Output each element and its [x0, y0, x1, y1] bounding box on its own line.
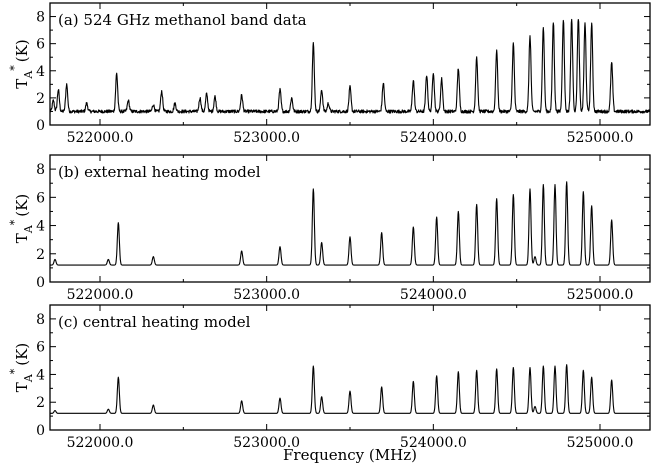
y-tick-label: 4 — [36, 64, 45, 80]
x-tick-label: 523000.0 — [233, 287, 300, 303]
panel-label: (c) central heating model — [58, 313, 251, 331]
panel-label: (a) 524 GHz methanol band data — [58, 11, 307, 29]
x-tick-label: 524000.0 — [400, 130, 467, 146]
panel-label: (b) external heating model — [58, 163, 261, 181]
y-tick-label: 2 — [36, 91, 45, 107]
y-axis-label-sup: * — [8, 65, 21, 71]
y-axis-label-unit: (K) — [13, 39, 31, 62]
y-tick-label: 6 — [36, 190, 45, 206]
y-axis-label-main: T — [13, 382, 31, 392]
y-axis-label: TA* (K) — [8, 343, 35, 392]
y-axis-label-sup: * — [8, 368, 21, 374]
spectrum-line — [50, 181, 650, 266]
y-tick-label: 8 — [36, 312, 45, 328]
x-tick-label: 522000.0 — [67, 130, 134, 146]
x-axis-label: Frequency (MHz) — [283, 446, 417, 464]
y-axis-label-unit: (K) — [13, 194, 31, 217]
x-tick-label: 522000.0 — [67, 435, 134, 451]
spectrum-line — [50, 18, 650, 114]
y-axis-label: TA* (K) — [8, 39, 35, 88]
spectrum-line — [50, 364, 650, 414]
x-tick-label: 523000.0 — [233, 435, 300, 451]
x-tick-label: 522000.0 — [67, 287, 134, 303]
y-tick-label: 2 — [36, 395, 45, 411]
y-axis-label-main: T — [13, 79, 31, 89]
y-tick-label: 0 — [36, 118, 45, 134]
y-axis-label-sub: A — [22, 224, 35, 234]
y-tick-label: 0 — [36, 423, 45, 439]
y-tick-label: 0 — [36, 275, 45, 291]
x-tick-label: 524000.0 — [400, 287, 467, 303]
y-axis-label-sup: * — [8, 219, 21, 225]
panel-c: 0 2 4 6 8 522000.0 523000.0 524000.0 525000.0 (c)… — [8, 304, 651, 464]
x-tick-label: 525000.0 — [567, 287, 634, 303]
y-tick-label: 4 — [36, 219, 45, 235]
y-axis-label-main: T — [13, 233, 31, 243]
y-axis-label-unit: (K) — [13, 343, 31, 366]
y-tick-label: 6 — [36, 340, 45, 356]
y-axis-label-sub: A — [22, 70, 35, 80]
y-axis-label-sub: A — [22, 373, 35, 383]
panel-a: 0 2 4 6 8 522000.0 523000.0 524000.0 525000.0 (a)… — [8, 2, 651, 146]
x-tick-label: 525000.0 — [567, 435, 634, 451]
panel-b: 0 2 4 6 8 522000.0 523000.0 524000.0 525000.0 (b)… — [8, 154, 651, 303]
y-tick-label: 4 — [36, 367, 45, 383]
y-axis-label: TA* (K) — [8, 194, 35, 243]
x-tick-label: 524000.0 — [400, 435, 467, 451]
y-tick-label: 8 — [36, 10, 45, 26]
y-tick-label: 6 — [36, 37, 45, 53]
y-tick-label: 8 — [36, 162, 45, 178]
x-tick-label: 525000.0 — [567, 130, 634, 146]
y-tick-label: 2 — [36, 247, 45, 263]
x-tick-label: 523000.0 — [233, 130, 300, 146]
